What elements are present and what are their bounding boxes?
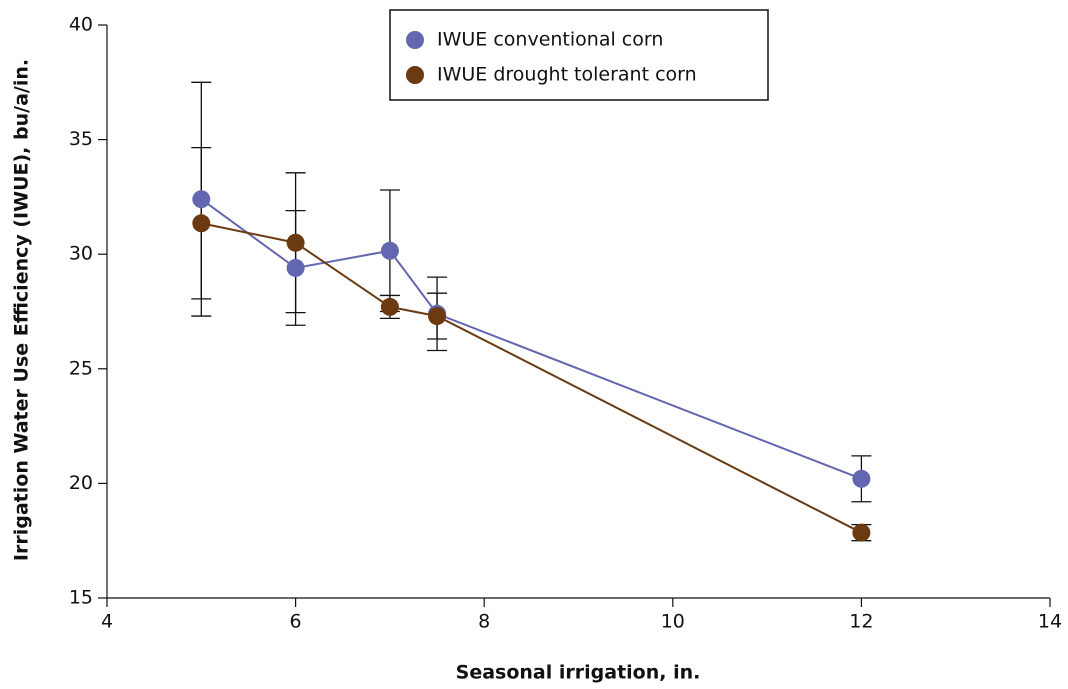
data-point	[192, 190, 211, 209]
y-axis-label: Irrigation Water Use Efficiency (IWUE), …	[11, 59, 33, 561]
x-tick-label: 6	[290, 611, 302, 633]
y-tick-label: 40	[69, 14, 93, 36]
y-tick-label: 25	[69, 357, 93, 379]
data-point	[286, 233, 305, 252]
data-point	[852, 469, 871, 488]
y-tick-label: 20	[69, 472, 93, 494]
legend-marker	[406, 31, 424, 49]
x-axis-label: Seasonal irrigation, in.	[456, 662, 701, 684]
x-tick-label: 8	[478, 611, 490, 633]
y-tick-label: 30	[69, 243, 93, 265]
x-tick-label: 14	[1038, 611, 1062, 633]
data-point	[380, 241, 399, 260]
x-tick-label: 10	[661, 611, 685, 633]
legend-label: IWUE conventional corn	[437, 29, 663, 51]
y-tick-label: 35	[69, 128, 93, 150]
legend-marker	[406, 66, 424, 84]
x-tick-label: 4	[101, 611, 113, 633]
data-point	[192, 214, 211, 233]
data-point	[286, 258, 305, 277]
y-tick-label: 15	[69, 587, 93, 609]
legend-box	[389, 9, 769, 101]
x-tick-label: 12	[849, 611, 873, 633]
data-point	[428, 307, 447, 326]
data-point	[852, 523, 871, 542]
data-point	[380, 297, 399, 316]
legend-label: IWUE drought tolerant corn	[437, 64, 697, 86]
